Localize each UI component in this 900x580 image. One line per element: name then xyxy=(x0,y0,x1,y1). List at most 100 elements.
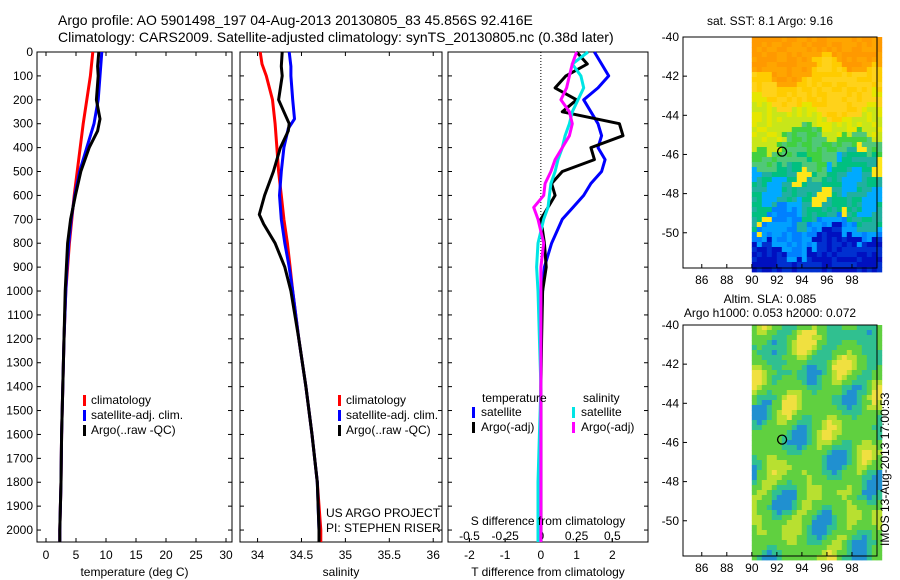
sst-map-cell xyxy=(776,157,783,163)
sla-map-cell xyxy=(821,440,828,446)
sla-map-cell xyxy=(871,400,878,406)
sst-map-cell xyxy=(766,142,773,148)
sst-map-cell xyxy=(821,197,828,203)
sst-map-cell xyxy=(796,157,803,163)
sst-map-cell xyxy=(786,107,793,113)
sla-map-cell xyxy=(831,435,838,441)
sla-map-cell xyxy=(831,370,838,376)
sla-map-cell xyxy=(861,500,868,506)
sla-map-cell xyxy=(851,550,858,556)
sst-map-cell xyxy=(796,112,803,118)
sst-map-cell xyxy=(811,207,818,213)
sla-map-cell xyxy=(806,340,813,346)
sst-map-cell xyxy=(766,197,773,203)
sst-map-cell xyxy=(786,122,793,128)
sst-map-cell xyxy=(856,202,863,208)
sst-map-cell xyxy=(771,227,778,233)
sla-map-cell xyxy=(801,500,808,506)
sst-map-cell xyxy=(776,62,783,68)
sla-map-cell xyxy=(786,535,793,541)
sst-map-cell xyxy=(841,242,848,248)
sst-map-cell xyxy=(786,147,793,153)
sst-map-cell xyxy=(781,102,788,108)
sla-map-cell xyxy=(806,435,813,441)
sst-map-cell xyxy=(781,242,788,248)
sla-map-cell xyxy=(781,360,788,366)
sst-map-cell xyxy=(821,72,828,78)
sla-map-cell xyxy=(871,490,878,496)
sla-map-cell xyxy=(846,420,853,426)
sst-map-cell xyxy=(791,182,798,188)
sla-map-cell xyxy=(756,340,763,346)
sst-map-cell xyxy=(801,222,808,228)
sst-map-cell xyxy=(781,207,788,213)
temp-legend-entry: Argo(..raw -QC) xyxy=(91,423,176,437)
sst-map-cell xyxy=(861,132,868,138)
sst-map-cell xyxy=(806,107,813,113)
sst-map-cell xyxy=(821,107,828,113)
sst-map-cell xyxy=(806,127,813,133)
sst-map-cell xyxy=(791,97,798,103)
sst-map-cell xyxy=(811,192,818,198)
sla-map-cell xyxy=(846,340,853,346)
sla-map-cell xyxy=(811,350,818,356)
sla-map-cell xyxy=(816,550,823,556)
sla-map-cell xyxy=(761,325,768,331)
sst-map-cell xyxy=(766,267,773,273)
sst-map-cell xyxy=(856,172,863,178)
sla-map-cell xyxy=(776,480,783,486)
sst-map-cell xyxy=(761,57,768,63)
sst-map-cell xyxy=(786,237,793,243)
sst-map-cell xyxy=(861,107,868,113)
sla-map-cell xyxy=(796,405,803,411)
sla-map-cell xyxy=(776,365,783,371)
sla-map-cell xyxy=(776,430,783,436)
sst-map-cell xyxy=(751,217,758,223)
sla-map-cell xyxy=(781,415,788,421)
sst-map-cell xyxy=(871,172,878,178)
sla-map-cell xyxy=(871,375,878,381)
sst-map-cell xyxy=(771,102,778,108)
sst-map-cell xyxy=(756,127,763,133)
sst-map-cell xyxy=(786,257,793,263)
sla-map-cell xyxy=(821,415,828,421)
sla-map-cell xyxy=(821,395,828,401)
sla-map-cell xyxy=(826,330,833,336)
sla-map-cell xyxy=(806,510,813,516)
sst-map-cell xyxy=(806,42,813,48)
sla-map-xtick-label: 86 xyxy=(695,561,709,575)
sla-map-cell xyxy=(826,405,833,411)
sla-map-cell xyxy=(871,555,878,561)
sst-map-cell xyxy=(841,192,848,198)
sst-map-cell xyxy=(811,92,818,98)
sla-map-cell xyxy=(826,435,833,441)
sla-map-cell xyxy=(786,550,793,556)
sst-map-cell xyxy=(876,37,883,43)
sla-map-cell xyxy=(866,535,873,541)
sla-map-cell xyxy=(841,445,848,451)
sla-map-cell xyxy=(766,495,773,501)
sst-map-cell xyxy=(866,72,873,78)
sst-map-cell xyxy=(801,177,808,183)
sla-map-cell xyxy=(831,490,838,496)
sla-map-cell xyxy=(786,505,793,511)
sst-map-cell xyxy=(786,182,793,188)
sst-map-cell xyxy=(836,72,843,78)
sla-map-cell xyxy=(856,435,863,441)
sst-map-cell xyxy=(851,207,858,213)
sla-map-cell xyxy=(866,380,873,386)
sal-xlabel: salinity xyxy=(323,565,360,579)
sal-legend-swatch xyxy=(338,410,341,421)
sla-map-cell xyxy=(866,340,873,346)
sla-map-cell xyxy=(766,365,773,371)
sst-map-cell xyxy=(851,147,858,153)
sst-map-cell xyxy=(806,62,813,68)
sla-map-cell xyxy=(771,395,778,401)
sst-map-cell xyxy=(811,182,818,188)
sst-map-cell xyxy=(761,157,768,163)
sla-map-cell xyxy=(796,385,803,391)
sla-map-cell xyxy=(811,465,818,471)
sst-map-cell xyxy=(816,107,823,113)
sst-map-cell xyxy=(776,242,783,248)
sst-map-cell xyxy=(781,197,788,203)
